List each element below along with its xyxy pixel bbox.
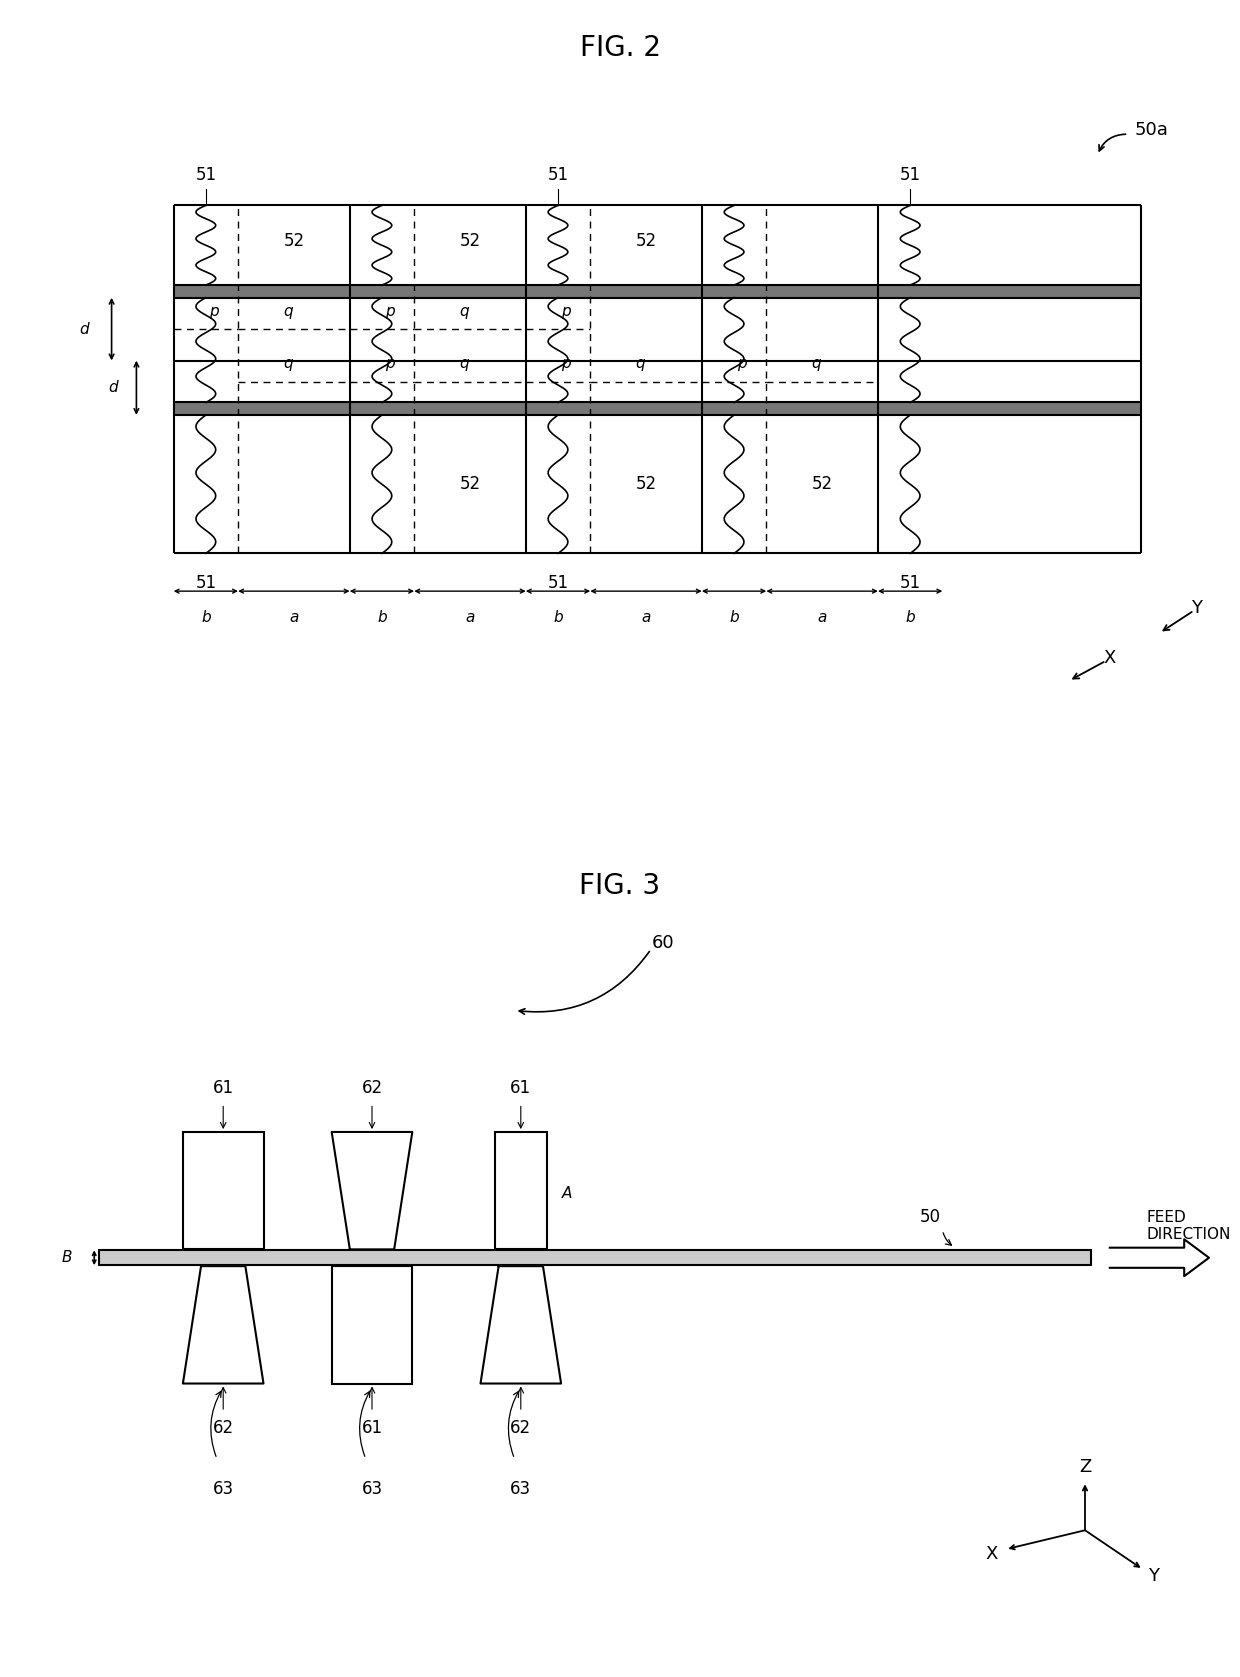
Bar	[174, 285, 1141, 299]
Text: p: p	[562, 357, 570, 372]
Polygon shape	[480, 1266, 560, 1384]
Text: d: d	[108, 381, 118, 396]
Text: 51: 51	[195, 166, 217, 184]
Polygon shape	[331, 1132, 412, 1249]
Text: FEED
DIRECTION: FEED DIRECTION	[1147, 1209, 1231, 1243]
Text: Y: Y	[1148, 1568, 1158, 1585]
Text: 52: 52	[459, 231, 481, 250]
Bar	[99, 1251, 1091, 1264]
Text: q: q	[284, 304, 293, 319]
Text: Y: Y	[1192, 599, 1202, 617]
Text: b: b	[201, 610, 211, 624]
Text: b: b	[905, 610, 915, 624]
Text: d: d	[79, 322, 89, 337]
Text: 61: 61	[212, 1078, 234, 1097]
Polygon shape	[1110, 1239, 1209, 1276]
Text: 62: 62	[212, 1419, 234, 1437]
Text: p: p	[738, 357, 746, 372]
Text: 60: 60	[652, 934, 675, 953]
Text: 61: 61	[510, 1078, 532, 1097]
Text: 62: 62	[510, 1419, 532, 1437]
Text: a: a	[465, 610, 475, 624]
Text: X: X	[1104, 649, 1116, 667]
Text: a: a	[289, 610, 299, 624]
Text: 51: 51	[899, 166, 921, 184]
Text: 52: 52	[635, 231, 657, 250]
Text: q: q	[812, 357, 821, 372]
Bar	[495, 1132, 547, 1249]
Bar	[184, 1132, 263, 1249]
Text: q: q	[460, 357, 469, 372]
Text: 63: 63	[212, 1481, 234, 1498]
Text: 52: 52	[635, 475, 657, 493]
Text: 51: 51	[547, 574, 569, 592]
Text: B: B	[62, 1251, 72, 1264]
Polygon shape	[184, 1266, 263, 1384]
Text: A: A	[562, 1186, 572, 1201]
Text: 61: 61	[361, 1419, 383, 1437]
Text: Z: Z	[1079, 1457, 1091, 1476]
Text: FIG. 3: FIG. 3	[579, 872, 661, 901]
Text: X: X	[986, 1545, 998, 1563]
Text: p: p	[386, 357, 394, 372]
Text: 51: 51	[547, 166, 569, 184]
Text: FIG. 2: FIG. 2	[579, 34, 661, 62]
Text: 62: 62	[361, 1078, 383, 1097]
Text: 52: 52	[811, 475, 833, 493]
Text: 52: 52	[459, 475, 481, 493]
Bar	[174, 402, 1141, 414]
Text: 52: 52	[283, 231, 305, 250]
Text: 63: 63	[361, 1481, 383, 1498]
Text: b: b	[377, 610, 387, 624]
Text: q: q	[284, 357, 293, 372]
Text: 51: 51	[195, 574, 217, 592]
Text: p: p	[386, 304, 394, 319]
Text: 51: 51	[899, 574, 921, 592]
Text: q: q	[460, 304, 469, 319]
Text: q: q	[636, 357, 645, 372]
Text: 50a: 50a	[1135, 121, 1168, 139]
Text: p: p	[562, 304, 570, 319]
Text: a: a	[817, 610, 827, 624]
Bar	[331, 1266, 412, 1384]
Text: b: b	[729, 610, 739, 624]
Text: p: p	[210, 304, 218, 319]
Text: 50: 50	[920, 1207, 940, 1226]
Text: 63: 63	[510, 1481, 532, 1498]
Text: a: a	[641, 610, 651, 624]
Text: b: b	[553, 610, 563, 624]
